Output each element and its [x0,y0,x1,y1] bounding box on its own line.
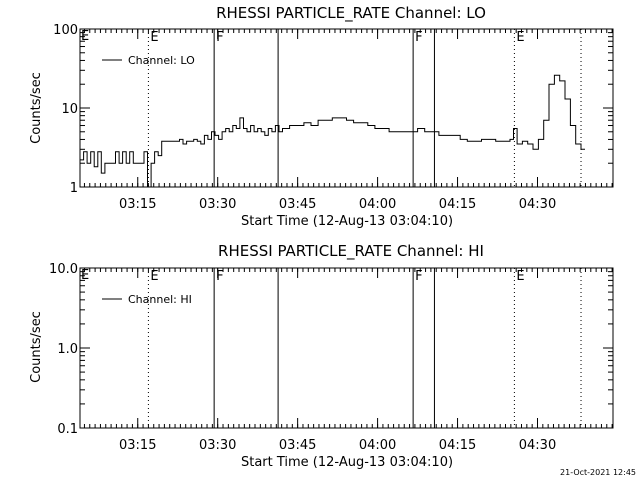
legend: Channel: LO [102,54,195,67]
x-tick-label: 03:15 [119,197,156,212]
y-tick-label: 100 [53,23,78,38]
event-marker-label: F [216,269,223,284]
y-axis-label: Counts/sec [29,72,44,144]
event-marker-label: F [415,269,422,284]
footer-timestamp: 21-Oct-2021 12:45 [560,468,636,477]
y-tick-label: 10.0 [49,262,78,277]
y-tick-label: 1.0 [57,342,78,357]
event-marker-label: E [516,30,524,45]
hi-channel-panel: RHESSI PARTICLE_RATE Channel: HI Counts/… [29,242,614,470]
event-marker-label: E [150,269,158,284]
y-tick-label: 1 [70,181,78,196]
plot-frame [79,28,614,188]
x-tick-label: 04:15 [439,197,476,212]
x-tick-label: 04:30 [519,438,556,453]
y-tick-label: 0.1 [57,422,78,437]
x-tick-label: 03:45 [279,438,316,453]
x-tick-label: 04:30 [519,197,556,212]
x-tick-label: 04:00 [359,197,396,212]
x-tick-label: 03:30 [199,197,236,212]
event-marker-label: E [516,269,524,284]
x-tick-label: 03:30 [199,438,236,453]
lo-channel-panel: RHESSI PARTICLE_RATE Channel: LO Counts/… [29,4,614,229]
y-tick-label: 10 [61,102,78,117]
event-marker-label: F [216,30,223,45]
corner-label: E [81,29,89,44]
x-axis-label: Start Time (12-Aug-13 03:04:10) [241,214,453,229]
x-tick-label: 03:45 [279,197,316,212]
x-tick-label: 04:15 [439,438,476,453]
legend-entry: Channel: LO [128,54,195,67]
event-marker-label: E [150,30,158,45]
chart-title: RHESSI PARTICLE_RATE Channel: HI [218,242,484,261]
y-axis-label: Counts/sec [29,311,44,383]
chart-title: RHESSI PARTICLE_RATE Channel: LO [216,4,486,23]
x-tick-label: 04:00 [359,438,396,453]
event-marker-label: F [415,30,422,45]
corner-label: E [81,268,89,283]
legend-entry: Channel: HI [128,293,192,306]
x-axis-label: Start Time (12-Aug-13 03:04:10) [241,455,453,470]
x-tick-label: 03:15 [119,438,156,453]
legend: Channel: HI [102,293,192,306]
plot-frame [79,267,614,429]
series-line [80,74,585,188]
